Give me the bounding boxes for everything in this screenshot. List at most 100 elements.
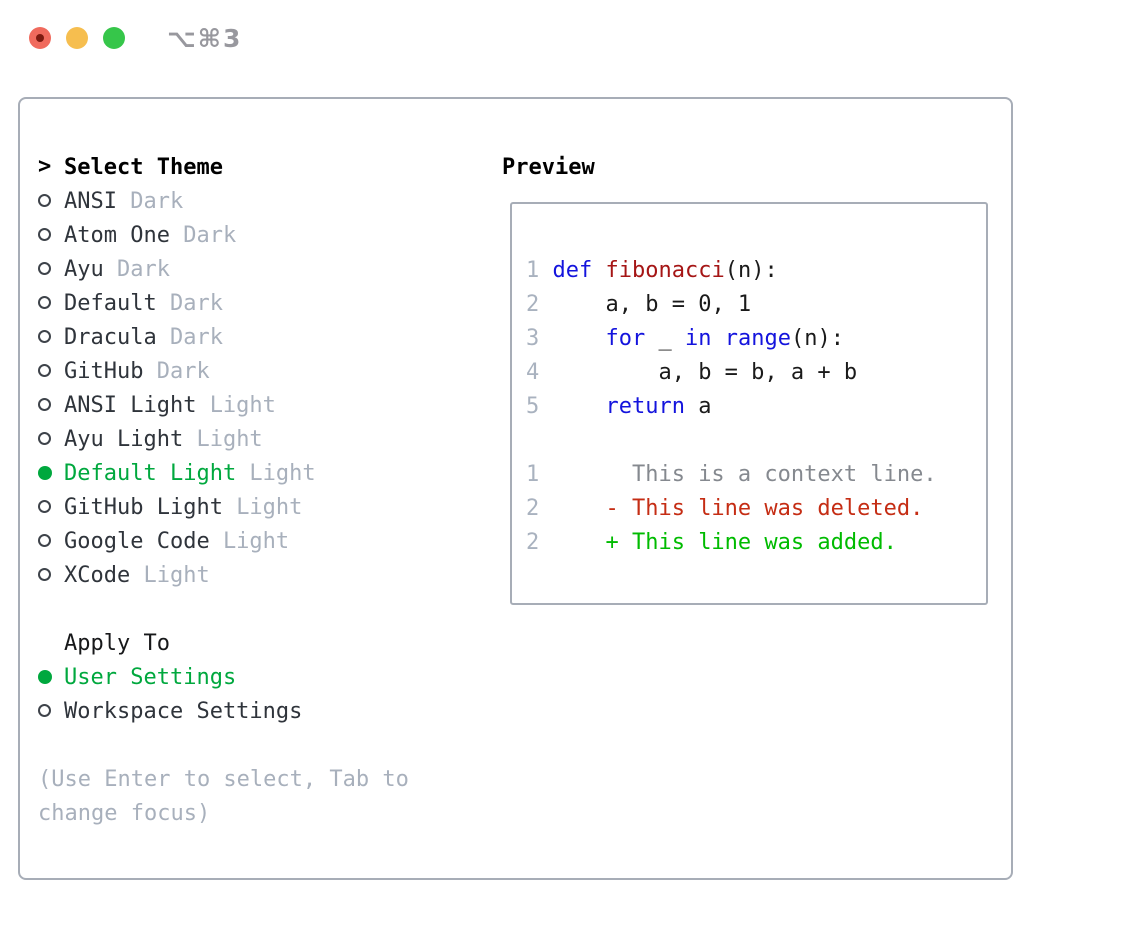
line-number: 1 [526,258,553,283]
spacer [38,592,409,626]
code-token: range [724,326,791,351]
radio-marker [38,184,64,218]
line-number: 3 [526,326,553,351]
theme-item-ansi-light[interactable]: ANSI Light Light [38,388,409,422]
theme-variant-tag: Dark [156,358,210,384]
theme-name: Default [64,290,157,316]
apply-to-header: Apply To [38,626,409,660]
theme-variant-tag: Dark [169,290,223,316]
theme-item-ayu[interactable]: Ayu Dark [38,252,409,286]
code-token: (n): [790,326,844,351]
code-token: a, b = 0, 1 [552,292,752,317]
theme-variant-tag: Dark [183,222,237,248]
close-button[interactable] [29,27,51,49]
line-number: 4 [526,360,553,385]
theme-item-google-code[interactable]: Google Code Light [38,524,409,558]
theme-name: GitHub [64,358,144,384]
radio-icon [38,364,51,377]
radio-marker [38,694,64,728]
close-dot-icon [36,34,44,42]
theme-item-default-light[interactable]: Default Light Light [38,456,409,490]
theme-name: Ayu Light [64,426,184,452]
diff-text: This is a context line. [539,462,937,487]
preview-title: Preview [502,154,595,180]
radio-icon [38,296,51,309]
line-number: 2 [526,496,540,521]
radio-marker [38,524,64,558]
theme-variant-tag: Light [249,460,316,486]
radio-icon [38,704,51,717]
radio-marker [38,660,64,694]
theme-variant-tag: Light [236,494,303,520]
theme-item-default[interactable]: Default Dark [38,286,409,320]
select-theme-header: > Select Theme [38,150,409,184]
spacer [526,424,937,458]
code-token: for [605,326,646,351]
code-line: 3 for _ in range(n): [526,322,937,356]
radio-icon [38,330,51,343]
window-title: ⌥⌘3 [167,24,243,53]
theme-variant-tag: Light [222,528,290,554]
theme-variant-tag: Light [196,426,263,452]
theme-name: ANSI [64,188,117,214]
code-token [553,394,606,419]
radio-marker [38,558,64,592]
radio-marker [38,218,64,252]
radio-icon [38,194,51,207]
apply-option-workspace-settings[interactable]: Workspace Settings [38,694,409,728]
theme-name: ANSI Light [64,392,197,418]
code-token: return [605,394,685,419]
theme-name: Google Code [64,528,210,554]
theme-variant-tag: Dark [116,256,170,282]
code-token: fibonacci [605,258,725,283]
apply-option-label: User Settings [64,664,237,690]
theme-variant-tag: Light [209,392,276,418]
radio-icon [38,534,51,547]
code-line: 1 def fibonacci(n): [526,254,937,288]
theme-item-xcode[interactable]: XCode Light [38,558,409,592]
select-theme-title: Select Theme [64,154,223,180]
spacer [38,728,409,762]
line-number: 1 [526,462,540,487]
apply-option-user-settings[interactable]: User Settings [38,660,409,694]
radio-icon [38,262,51,275]
diff-line-added: 2 + This line was added. [526,526,937,560]
diff-lines: 1 This is a context line. 2 - This line w… [526,458,937,560]
radio-icon [38,228,51,241]
apply-option-label: Workspace Settings [64,698,303,724]
code-token: in [684,326,712,351]
theme-item-dracula[interactable]: Dracula Dark [38,320,409,354]
theme-item-github-light[interactable]: GitHub Light Light [38,490,409,524]
line-number: 2 [526,292,553,317]
theme-item-ayu-light[interactable]: Ayu Light Light [38,422,409,456]
line-number: 5 [526,394,553,419]
radio-icon [38,432,51,445]
zoom-button[interactable] [103,27,125,49]
radio-selected-icon [38,670,52,684]
theme-name: Default Light [64,460,237,486]
code-token: def [552,258,593,283]
theme-name: Dracula [64,324,157,350]
theme-picker-panel: > Select Theme ANSI Dark Atom One Dark Ayu Da… [18,97,1013,880]
theme-name: XCode [64,562,131,588]
radio-selected-icon [38,466,52,480]
prompt-caret-icon: > [38,154,52,179]
hint-line-2: change focus) [38,800,211,826]
theme-name: GitHub Light [64,494,223,520]
minimize-button[interactable] [66,27,88,49]
code-token [711,326,724,351]
radio-marker [38,490,64,524]
code-line: 4 a, b = b, a + b [526,356,937,390]
theme-item-ansi[interactable]: ANSI Dark [38,184,409,218]
theme-variant-tag: Light [143,562,210,588]
theme-item-github[interactable]: GitHub Dark [38,354,409,388]
code-token: (n): [724,258,778,283]
radio-marker [38,422,64,456]
theme-item-atom-one[interactable]: Atom One Dark [38,218,409,252]
hint-line-1: (Use Enter to select, Tab to [38,766,409,792]
apply-to-title: Apply To [64,630,170,656]
